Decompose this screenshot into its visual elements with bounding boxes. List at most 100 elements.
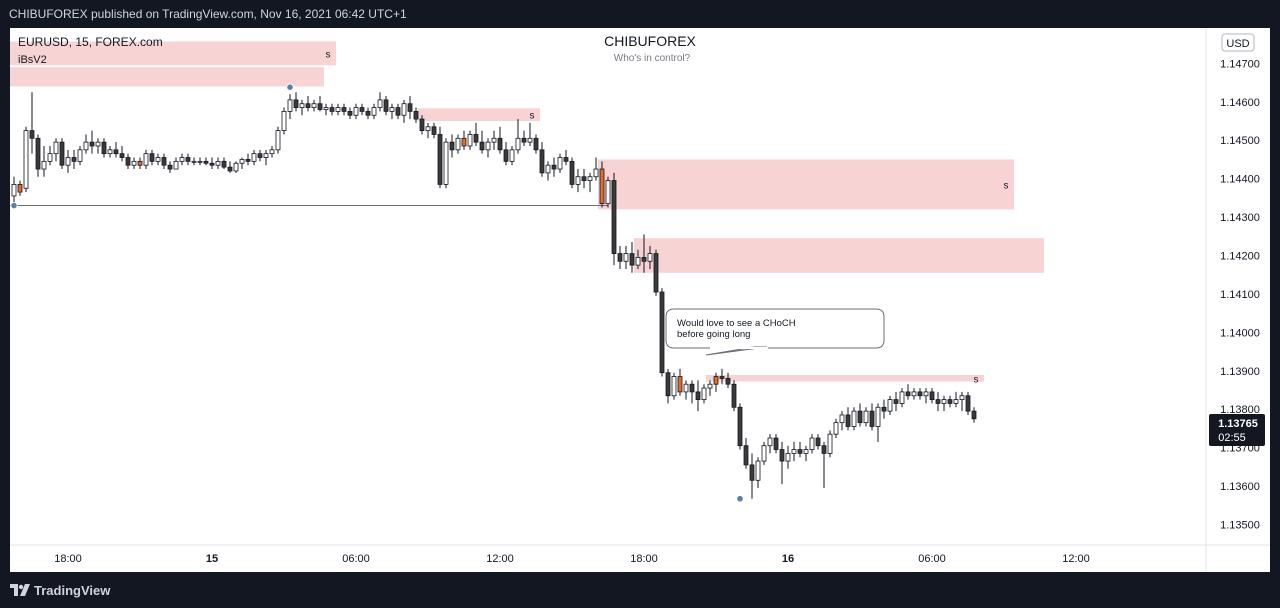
price-chart[interactable]: s s s s EURUSD, 15, FOREX.com iBsV2 CHIBUFO…	[10, 28, 1270, 572]
candle	[635, 249, 641, 269]
candle-body	[29, 130, 35, 139]
supply-zone[interactable]	[10, 67, 324, 87]
candle-body	[383, 99, 389, 112]
time-axis[interactable]: 18:00 15 06:00 12:00 18:00 16 06:00 12:00	[54, 553, 1090, 565]
candle-body	[797, 449, 803, 454]
candle	[509, 145, 515, 166]
candle-body	[881, 406, 887, 412]
candle	[299, 99, 305, 116]
symbol-label[interactable]: EURUSD, 15, FOREX.com	[18, 35, 163, 49]
tradingview-logo[interactable]: TradingView	[10, 582, 110, 598]
candle	[347, 107, 353, 120]
tradingview-brand: TradingView	[34, 582, 111, 598]
candle-body	[665, 372, 671, 397]
candle	[845, 407, 851, 431]
supply-zone[interactable]	[598, 159, 1014, 210]
candle	[95, 138, 101, 154]
supply-zone[interactable]	[418, 108, 540, 122]
candle-body	[203, 160, 209, 164]
candle-body	[893, 399, 899, 404]
candle	[563, 149, 569, 166]
candle	[833, 418, 839, 439]
candle-body	[773, 437, 779, 450]
candle-body	[857, 410, 863, 424]
candle	[113, 142, 119, 158]
candle	[479, 130, 485, 154]
candle-body	[617, 253, 623, 262]
candle	[23, 126, 29, 193]
candle	[455, 134, 461, 154]
candle	[227, 161, 233, 173]
candle	[221, 157, 227, 170]
pivot-marker	[286, 83, 294, 91]
price-axis[interactable]: 1.14700 1.14600 1.14500 1.14400 1.14300 1.142…	[1220, 58, 1260, 531]
price-tick: 1.13600	[1220, 481, 1260, 493]
price-tick: 1.13500	[1220, 519, 1260, 531]
candle	[611, 172, 617, 266]
candle	[893, 391, 899, 412]
candle-body	[41, 160, 47, 170]
candle-body	[515, 137, 521, 151]
candle-body	[227, 166, 233, 172]
currency-badge[interactable]: USD	[1221, 33, 1255, 52]
publish-info: CHIBUFOREX published on TradingView.com,…	[9, 7, 407, 21]
candle-body	[233, 162, 239, 172]
candle	[443, 138, 449, 189]
candle-body	[425, 126, 431, 132]
candle	[677, 368, 683, 396]
supply-zone[interactable]	[634, 238, 1044, 273]
candle	[53, 138, 59, 162]
candle-body	[629, 253, 635, 266]
candle-body	[419, 118, 425, 132]
candle	[971, 407, 977, 423]
price-tick: 1.14700	[1220, 58, 1260, 70]
candle-body	[677, 376, 683, 393]
candle	[515, 119, 521, 154]
candle-body	[791, 449, 797, 454]
candle-body	[755, 460, 761, 481]
time-tick: 15	[206, 553, 218, 565]
candle-body	[299, 103, 305, 108]
supply-zone[interactable]	[10, 41, 336, 66]
annotation-callout[interactable]: Would love to see a CHoCH before going l…	[665, 308, 885, 356]
indicator-label[interactable]: iBsV2	[18, 54, 47, 66]
supply-zone[interactable]	[706, 374, 984, 382]
candle	[65, 149, 71, 173]
candle	[719, 368, 725, 385]
candle	[191, 157, 197, 166]
currency-label: USD	[1226, 38, 1249, 50]
candle-body	[179, 157, 185, 162]
candle-body	[935, 399, 941, 404]
candle	[341, 103, 347, 116]
candle	[353, 103, 359, 120]
candle	[143, 149, 149, 170]
candle	[305, 96, 311, 112]
candle-body	[563, 157, 569, 162]
candle	[77, 145, 83, 166]
candle	[419, 115, 425, 135]
candle	[197, 157, 203, 166]
candle-body	[305, 103, 311, 108]
candle-body	[377, 99, 383, 108]
candle-body	[707, 383, 713, 389]
candle-body	[683, 383, 689, 393]
candle	[395, 103, 401, 120]
candle-body	[659, 291, 665, 374]
candle-body	[53, 141, 59, 155]
candle	[149, 149, 155, 166]
candle	[623, 245, 629, 269]
last-price: 1.13765	[1218, 418, 1258, 430]
candle	[233, 161, 239, 173]
candle	[179, 153, 185, 166]
candle	[587, 172, 593, 193]
candle-body	[317, 103, 323, 110]
candle	[281, 107, 287, 135]
candle-body	[131, 160, 137, 166]
candle-body	[581, 176, 587, 181]
candle	[815, 434, 821, 450]
candle	[521, 130, 527, 146]
candle	[713, 372, 719, 392]
candle	[905, 384, 911, 400]
candle	[173, 157, 179, 170]
candle	[767, 434, 773, 454]
